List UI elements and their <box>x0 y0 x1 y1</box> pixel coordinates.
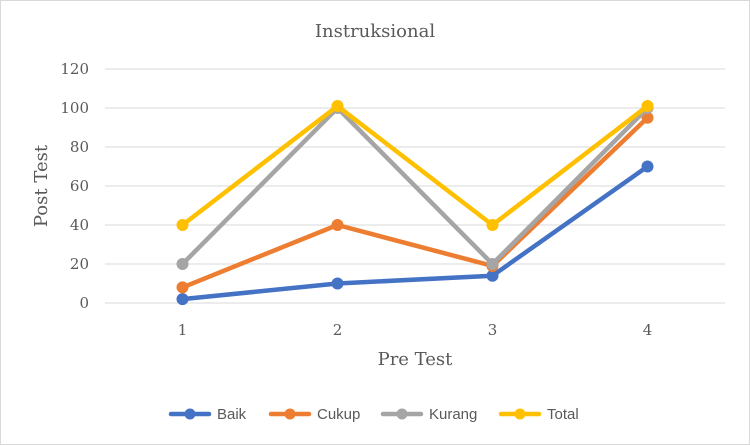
y-tick-label: 60 <box>70 177 89 195</box>
legend-marker <box>284 408 296 420</box>
data-point <box>176 219 189 231</box>
series-lines <box>176 100 654 306</box>
legend-label: Cukup <box>317 406 360 423</box>
data-point <box>176 293 189 306</box>
gridlines <box>105 68 725 304</box>
y-tick-label: 80 <box>70 138 89 156</box>
legend-marker <box>184 408 196 420</box>
data-point <box>331 219 344 231</box>
data-point <box>486 258 499 270</box>
legend-item-total: Total <box>498 406 579 423</box>
series-line <box>180 105 650 267</box>
data-point <box>641 100 654 113</box>
series-line <box>180 103 650 228</box>
data-point <box>486 219 499 231</box>
data-point <box>331 277 344 290</box>
y-tick-label: 40 <box>70 216 89 234</box>
legend-item-baik: Baik <box>168 406 247 423</box>
series-line <box>180 115 650 290</box>
legend-label: Total <box>547 406 579 423</box>
y-tick-label: 20 <box>70 255 89 273</box>
legend-marker <box>396 408 408 420</box>
x-tick-label: 3 <box>488 321 498 339</box>
data-point <box>176 258 189 270</box>
legend-marker <box>514 408 526 420</box>
y-axis-ticks: 0 20 40 60 80 100 120 <box>60 60 89 312</box>
series-line <box>180 164 650 302</box>
y-tick-label: 120 <box>60 60 89 78</box>
legend-label: Baik <box>217 406 247 423</box>
x-tick-label: 2 <box>333 321 343 339</box>
series-total <box>176 100 654 231</box>
x-tick-label: 1 <box>178 321 188 339</box>
data-point <box>176 281 189 294</box>
legend: Baik Cukup Kurang Total <box>168 406 579 423</box>
x-tick-label: 4 <box>643 321 653 339</box>
series-cukup <box>176 111 654 294</box>
data-point <box>331 100 344 113</box>
chart-title: Instruksional <box>315 21 435 42</box>
y-axis-title: Post Test <box>31 144 52 227</box>
y-tick-label: 0 <box>79 294 89 312</box>
x-axis-ticks: 1 2 3 4 <box>178 321 653 339</box>
y-tick-label: 100 <box>60 99 89 117</box>
x-axis-title: Pre Test <box>378 349 454 370</box>
legend-item-cukup: Cukup <box>268 406 360 423</box>
series-baik <box>176 160 654 306</box>
legend-item-kurang: Kurang <box>380 406 477 423</box>
data-point <box>641 160 654 173</box>
legend-label: Kurang <box>429 406 477 423</box>
